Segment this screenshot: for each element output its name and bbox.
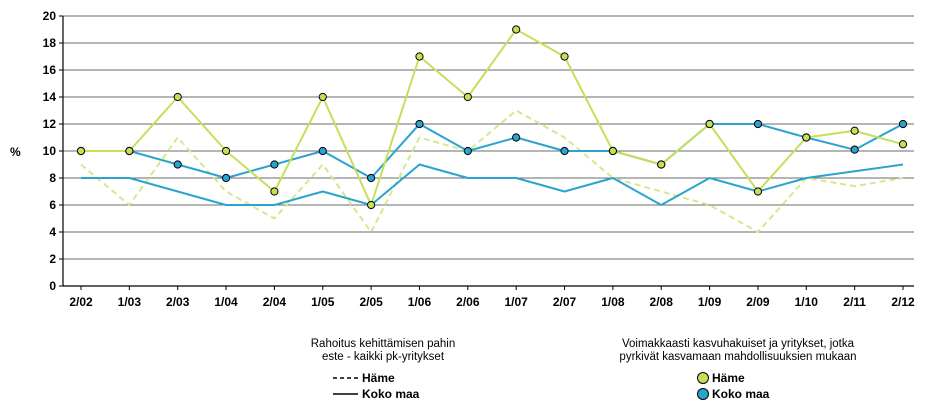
growth-koko-maa-point (173, 160, 182, 169)
x-tick-label: 1/07 (504, 295, 528, 309)
legend-group1-item1: Häme (362, 371, 395, 385)
growth-koko-maa-point (415, 119, 424, 129)
y-tick-label: 4 (49, 225, 56, 239)
growth-hame-point (318, 92, 327, 102)
growth-hame-point (367, 200, 376, 210)
x-tick-label: 1/06 (408, 295, 432, 309)
legend-hame-marker (697, 372, 709, 384)
growth-koko-maa-point (463, 146, 472, 156)
growth-hame-point (221, 146, 231, 156)
x-tick-label: 1/10 (795, 295, 819, 309)
growth-hame-point (657, 160, 666, 169)
y-axis-label: % (10, 145, 21, 159)
gridlines (63, 15, 914, 260)
legend-koko-maa-marker (697, 388, 709, 400)
y-tick-label: 2 (49, 252, 56, 266)
legend-group1-title-line2: este - kaikki pk-yritykset (322, 351, 445, 363)
growth-koko-maa-line (81, 123, 904, 179)
markers-layer (76, 25, 908, 210)
legend-group2-item2: Koko maa (712, 387, 770, 401)
growth-hame-line (81, 28, 904, 206)
growth-koko-maa-point (753, 119, 763, 129)
x-tick-label: 1/05 (311, 295, 335, 309)
growth-hame-point (802, 133, 811, 142)
series-layer (80, 28, 904, 233)
x-tick-label: 2/02 (69, 295, 93, 309)
y-tick-label: 18 (43, 36, 57, 50)
x-tick-label: 1/03 (118, 295, 142, 309)
growth-hame-point (463, 92, 472, 102)
growth-hame-point (753, 187, 763, 196)
finance-koko-maa-line (81, 163, 904, 206)
y-axis-ticks: 0 2 4 6 8 10 12 14 16 18 20 (43, 9, 63, 293)
finance-hame-line (80, 109, 904, 233)
growth-koko-maa-point (367, 173, 376, 183)
legend: Rahoitus kehittämisen pahin este - kaikk… (311, 338, 857, 401)
legend-group1-title-line1: Rahoitus kehittämisen pahin (311, 338, 455, 350)
x-tick-label: 1/04 (214, 295, 238, 309)
y-tick-label: 10 (43, 144, 57, 158)
legend-group2-title-line2: pyrkivät kasvamaan mahdollisuuksien muka… (619, 351, 856, 363)
growth-hame-point (850, 126, 859, 135)
x-tick-label: 2/06 (456, 295, 480, 309)
growth-koko-maa-point (318, 146, 327, 156)
growth-koko-maa-point (221, 173, 231, 183)
y-tick-label: 16 (43, 63, 57, 77)
growth-koko-maa-point (512, 133, 521, 142)
growth-hame-point (270, 187, 279, 196)
legend-group1-item2: Koko maa (362, 387, 420, 401)
growth-hame-point (898, 140, 908, 149)
y-tick-label: 6 (49, 198, 56, 212)
x-tick-label: 1/08 (601, 295, 625, 309)
legend-group2-title-line1: Voimakkaasti kasvuhakuiset ja yritykset,… (622, 338, 855, 350)
y-tick-label: 0 (49, 279, 56, 293)
legend-group2-item1: Häme (712, 371, 745, 385)
y-tick-label: 20 (43, 9, 57, 23)
x-axis-ticks: 2/02 1/03 2/03 1/04 2/04 1/05 2/05 1/06 2/06 1/07… (69, 286, 915, 309)
growth-hame-point (608, 146, 617, 156)
growth-hame-point (705, 119, 714, 129)
growth-koko-maa-point (560, 146, 569, 156)
x-tick-label: 2/12 (891, 295, 915, 309)
y-tick-label: 12 (43, 117, 57, 131)
growth-koko-maa-point (270, 160, 279, 169)
x-tick-label: 2/08 (650, 295, 674, 309)
growth-hame-point (560, 52, 569, 61)
x-tick-label: 2/05 (359, 295, 383, 309)
growth-hame-point (125, 146, 134, 156)
growth-koko-maa-point (898, 119, 908, 129)
growth-koko-maa-point (850, 145, 859, 154)
x-tick-label: 2/11 (843, 295, 866, 309)
growth-hame-point (173, 92, 182, 102)
y-tick-label: 14 (43, 90, 57, 104)
growth-hame-point (76, 146, 86, 156)
x-tick-label: 2/03 (166, 295, 190, 309)
growth-hame-point (512, 25, 521, 34)
x-tick-label: 2/09 (746, 295, 770, 309)
x-tick-label: 2/04 (263, 295, 287, 309)
y-tick-label: 8 (49, 171, 56, 185)
growth-hame-point (415, 52, 424, 61)
x-tick-label: 1/09 (698, 295, 722, 309)
x-tick-label: 2/07 (553, 295, 577, 309)
